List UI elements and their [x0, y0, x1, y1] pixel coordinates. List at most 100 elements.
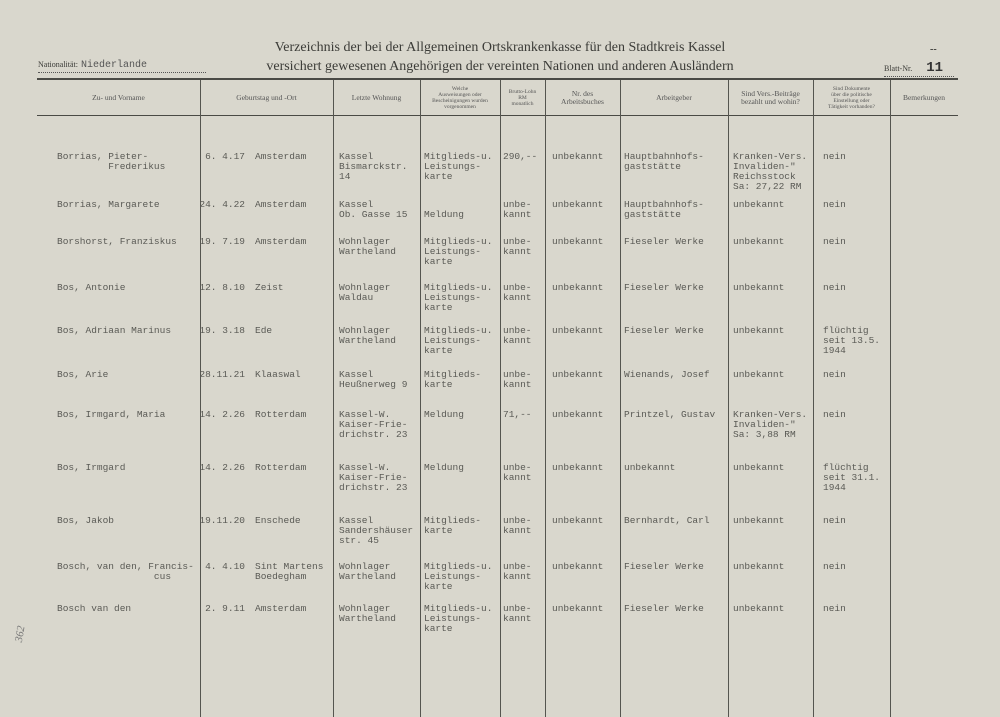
- cell-address: Wohnlager Waldau: [339, 282, 391, 303]
- cell-address: Wohnlager Wartheland: [339, 603, 397, 624]
- column-header: Bemerkungen: [902, 92, 946, 102]
- cell-place: Klaaswal: [255, 369, 301, 380]
- cell-birth: 28.11.21: [199, 369, 245, 380]
- cell-wage: unbe- kannt: [503, 325, 532, 346]
- cell-political: nein: [823, 236, 846, 247]
- cell-political: nein: [823, 199, 846, 210]
- cell-employer: Printzel, Gustav: [624, 409, 716, 420]
- cell-contrib: unbekannt: [733, 199, 785, 210]
- cell-name: Bos, Adriaan Marinus: [57, 325, 172, 336]
- cell-wage: 290,--: [503, 151, 538, 162]
- cell-employer: unbekannt: [624, 462, 676, 473]
- header-bottom-rule: [37, 115, 958, 116]
- cell-contrib: unbekannt: [733, 603, 785, 614]
- cell-wage: unbe- kannt: [503, 603, 532, 624]
- cell-name: Bos, Arie: [57, 369, 109, 380]
- cell-employer: Hauptbahnhofs- gaststätte: [624, 151, 704, 172]
- cell-book: unbekannt: [552, 236, 604, 247]
- cell-birth: 14. 2.26: [199, 462, 245, 473]
- cell-book: unbekannt: [552, 325, 604, 336]
- cell-contrib: unbekannt: [733, 369, 785, 380]
- column-header: Zu- und Vorname: [92, 92, 145, 102]
- column-divider: [420, 80, 421, 717]
- cell-address: Wohnlager Wartheland: [339, 561, 397, 582]
- cell-contrib: unbekannt: [733, 236, 785, 247]
- nationality-value: Niederlande: [81, 60, 148, 71]
- document-title-line1: Verzeichnis der bei der Allgemeinen Orts…: [274, 40, 726, 55]
- cell-political: nein: [823, 369, 846, 380]
- column-divider: [333, 80, 334, 717]
- cell-wage: unbe- kannt: [503, 282, 532, 303]
- cell-birth: 14. 2.26: [199, 409, 245, 420]
- column-header: Sind Vers.-Beiträge bezahlt und wohin?: [741, 88, 800, 106]
- cell-wage: unbe- kannt: [503, 515, 532, 536]
- column-header: Arbeitgeber: [656, 92, 692, 102]
- cell-birth: 19. 7.19: [199, 236, 245, 247]
- cell-political: nein: [823, 603, 846, 614]
- column-divider: [545, 80, 546, 717]
- cell-political: nein: [823, 282, 846, 293]
- cell-employer: Bernhardt, Carl: [624, 515, 710, 526]
- cell-political: flüchtig seit 31.1. 1944: [823, 462, 881, 493]
- column-header: Geburtstag und -Ort: [236, 92, 297, 102]
- cell-wage: unbe- kannt: [503, 462, 532, 483]
- cell-contrib: Kranken-Vers. Invaliden-" Sa: 3,88 RM: [733, 409, 808, 440]
- cell-docs: Mitglieds-u. Leistungs- karte: [424, 561, 493, 592]
- cell-docs: Mitglieds-u. Leistungs- karte: [424, 603, 493, 634]
- document-title-line2: versichert gewesenen Angehörigen der ver…: [266, 59, 734, 74]
- column-divider: [728, 80, 729, 717]
- cell-contrib: unbekannt: [733, 561, 785, 572]
- cell-book: unbekannt: [552, 561, 604, 572]
- cell-contrib: unbekannt: [733, 462, 785, 473]
- cell-wage: unbe- kannt: [503, 199, 532, 220]
- cell-book: unbekannt: [552, 603, 604, 614]
- nationality-field: Nationalität: Niederlande: [38, 60, 206, 73]
- cell-address: Kassel Sandershäuser str. 45: [339, 515, 414, 546]
- column-divider: [500, 80, 501, 717]
- cell-book: unbekannt: [552, 462, 604, 473]
- cell-employer: Fieseler Werke: [624, 236, 704, 247]
- cell-name: Borrias, Margarete: [57, 199, 160, 210]
- cell-political: nein: [823, 561, 846, 572]
- cell-birth: 19. 3.18: [199, 325, 245, 336]
- cell-birth: 24. 4.22: [199, 199, 245, 210]
- cell-name: Bosch, van den, Francis- cus: [57, 561, 194, 582]
- cell-birth: 4. 4.10: [205, 561, 245, 572]
- cell-birth: 19.11.20: [199, 515, 245, 526]
- sheet-number: 11: [926, 60, 944, 76]
- cell-docs: Mitglieds-u. Leistungs- karte: [424, 325, 493, 356]
- cell-address: Wohnlager Wartheland: [339, 236, 397, 257]
- cell-employer: Fieseler Werke: [624, 325, 704, 336]
- cell-political: nein: [823, 151, 846, 162]
- cell-wage: 71,--: [503, 409, 532, 420]
- cell-name: Bos, Jakob: [57, 515, 115, 526]
- cell-address: Kassel-W. Kaiser-Frie- drichstr. 23: [339, 409, 408, 440]
- cell-docs: Meldung: [424, 462, 464, 473]
- cell-wage: unbe- kannt: [503, 236, 532, 257]
- cell-address: Kassel Heußnerweg 9: [339, 369, 408, 390]
- cell-place: Amsterdam: [255, 199, 307, 210]
- cell-address: Kassel Bismarckstr. 14: [339, 151, 408, 182]
- column-divider: [200, 80, 201, 717]
- cell-contrib: unbekannt: [733, 325, 785, 336]
- cell-birth: 12. 8.10: [199, 282, 245, 293]
- column-divider: [620, 80, 621, 717]
- cell-docs: Mitglieds- karte: [424, 515, 482, 536]
- cell-employer: Fieseler Werke: [624, 561, 704, 572]
- nationality-label: Nationalität:: [38, 60, 78, 69]
- header-top-rule: [37, 78, 958, 80]
- cell-place: Zeist: [255, 282, 284, 293]
- cell-place: Ede: [255, 325, 273, 336]
- cell-political: nein: [823, 515, 846, 526]
- cell-contrib: unbekannt: [733, 282, 785, 293]
- cell-book: unbekannt: [552, 515, 604, 526]
- cell-name: Bos, Irmgard, Maria: [57, 409, 166, 420]
- column-divider: [813, 80, 814, 717]
- column-header: Welche Ausweisungen oder Bescheinigungen…: [432, 85, 488, 110]
- cell-address: Kassel-W. Kaiser-Frie- drichstr. 23: [339, 462, 408, 493]
- margin-note: 362: [12, 624, 28, 644]
- cell-employer: Hauptbahnhofs- gaststätte: [624, 199, 704, 220]
- column-header: Brutto-Lohn RM monatlich: [508, 88, 537, 107]
- cell-address: Wohnlager Wartheland: [339, 325, 397, 346]
- cell-employer: Wienands, Josef: [624, 369, 710, 380]
